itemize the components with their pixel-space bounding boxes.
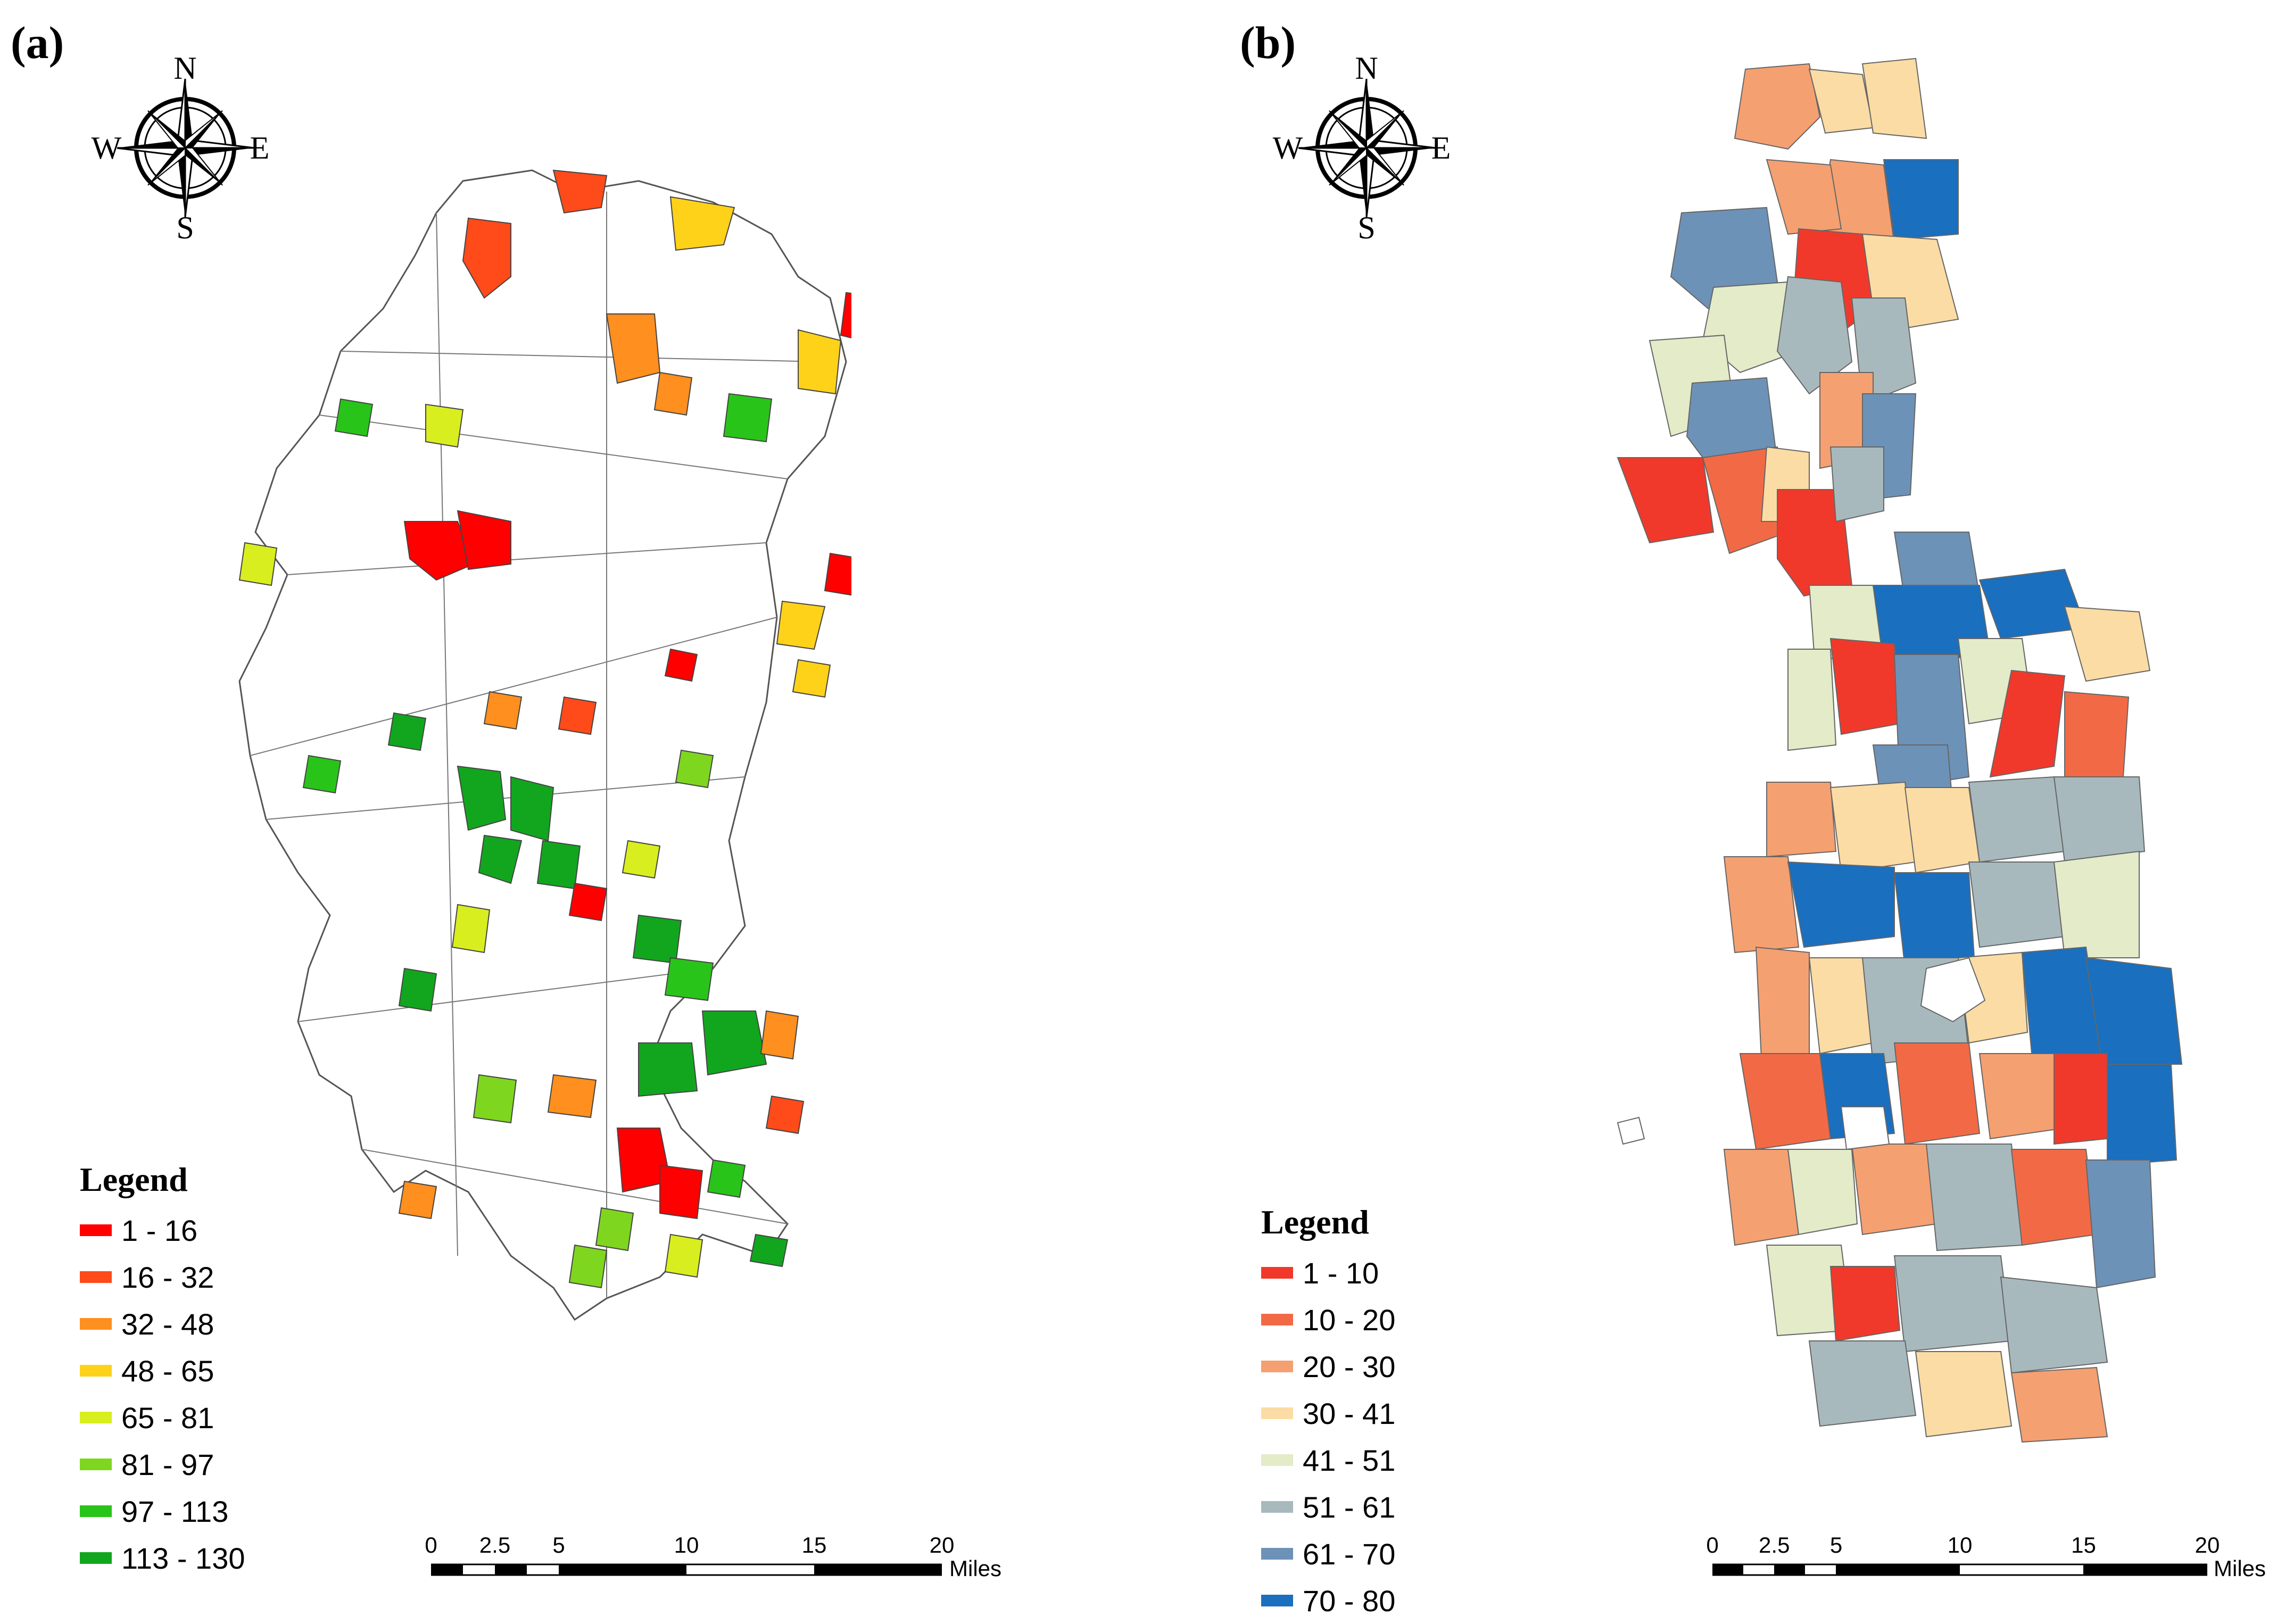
- legend-swatch: [80, 1459, 112, 1470]
- legend-item: 97 - 113: [80, 1488, 245, 1535]
- legend-item: 48 - 65: [80, 1347, 245, 1394]
- scale-tick-label: 0: [425, 1532, 437, 1557]
- legend-item: 113 - 130: [80, 1535, 245, 1581]
- map-a-outline: [238, 169, 847, 1321]
- scale-tick-label: 5: [552, 1532, 565, 1557]
- panel-a: (a) N: [0, 0, 1139, 1604]
- scale-tick-label: 2.5: [1759, 1532, 1790, 1557]
- legend-swatch: [1261, 1454, 1293, 1466]
- legend-swatch: [1261, 1361, 1293, 1372]
- scale-a-unit: Miles: [949, 1556, 1002, 1581]
- compass-south-label: S: [176, 210, 194, 245]
- legend-label: 32 - 48: [121, 1307, 214, 1341]
- compass-west-label: W: [91, 130, 122, 165]
- scale-b-ticks: 0 2.5 5 10 15 20: [1706, 1532, 2220, 1559]
- legend-label: 41 - 51: [1303, 1443, 1396, 1477]
- legend-swatch: [80, 1224, 112, 1236]
- legend-item: 30 - 41: [1261, 1390, 1395, 1437]
- panel-b: (b) N: [1139, 0, 2277, 1618]
- legend-label: 113 - 130: [121, 1541, 245, 1575]
- legend-label: 70 - 80: [1303, 1584, 1396, 1618]
- legend-b: Legend 1 - 10 10 - 20 20 - 30 30 - 41 41 - 5…: [1261, 1203, 1395, 1624]
- panel-a-label: (a): [11, 17, 64, 68]
- scale-tick-label: 10: [1947, 1532, 1973, 1557]
- scale-b-bar: [1712, 1563, 2207, 1576]
- legend-label: 51 - 61: [1303, 1490, 1396, 1524]
- scale-tick-label: 2.5: [479, 1532, 511, 1557]
- legend-label: 65 - 81: [121, 1401, 214, 1435]
- compass-north-label: N: [173, 51, 197, 86]
- compass-east-label: E: [1431, 130, 1451, 165]
- legend-label: 16 - 32: [121, 1260, 214, 1294]
- compass-east-label: E: [250, 130, 270, 165]
- scale-bar-b: 0 2.5 5 10 15 20 Miles: [1706, 1532, 2266, 1596]
- legend-swatch: [80, 1505, 112, 1517]
- map-b-regions: [1617, 57, 2183, 1443]
- scale-tick-label: 10: [674, 1532, 699, 1557]
- legend-a-items: 1 - 16 16 - 32 32 - 48 48 - 65 65 - 81 81 - 9…: [80, 1207, 245, 1581]
- legend-label: 97 - 113: [121, 1494, 229, 1528]
- legend-swatch: [1261, 1595, 1293, 1606]
- legend-b-title: Legend: [1261, 1203, 1369, 1241]
- scale-tick-label: 0: [1706, 1532, 1719, 1557]
- compass-south-label: S: [1357, 210, 1376, 245]
- legend-a-title: Legend: [80, 1161, 188, 1198]
- legend-item: 81 - 97: [80, 1441, 245, 1488]
- compass-rose-b: N S E W: [1273, 52, 1451, 244]
- legend-swatch: [1261, 1267, 1293, 1279]
- legend-item: 1 - 16: [80, 1207, 245, 1254]
- legend-item: 61 - 70: [1261, 1530, 1395, 1577]
- legend-label: 61 - 70: [1303, 1537, 1396, 1571]
- map-b: [1617, 57, 2183, 1443]
- legend-item: 10 - 20: [1261, 1296, 1395, 1343]
- legend-swatch: [80, 1365, 112, 1377]
- map-a: [238, 169, 851, 1321]
- legend-label: 10 - 20: [1303, 1303, 1396, 1337]
- map-a-regions: [238, 169, 851, 1289]
- legend-item: 70 - 80: [1261, 1577, 1395, 1624]
- legend-swatch: [1261, 1501, 1293, 1513]
- scale-a-ticks: 0 2.5 5 10 15 20: [425, 1532, 954, 1559]
- scale-tick-label: 15: [801, 1532, 827, 1557]
- legend-label: 81 - 97: [121, 1447, 214, 1481]
- legend-item: 16 - 32: [80, 1254, 245, 1300]
- legend-label: 30 - 41: [1303, 1396, 1396, 1430]
- scale-tick-label: 15: [2071, 1532, 2096, 1557]
- compass-icon: [1297, 78, 1436, 218]
- compass-north-label: N: [1355, 51, 1378, 86]
- legend-item: 20 - 30: [1261, 1343, 1395, 1390]
- legend-swatch: [80, 1271, 112, 1283]
- legend-label: 48 - 65: [121, 1354, 214, 1388]
- scale-b-unit: Miles: [2214, 1556, 2266, 1581]
- compass-rose-a: N S E W: [92, 52, 270, 244]
- legend-swatch: [1261, 1314, 1293, 1325]
- legend-swatch: [80, 1318, 112, 1330]
- legend-b-items: 1 - 10 10 - 20 20 - 30 30 - 41 41 - 51 51 - 6…: [1261, 1249, 1395, 1624]
- legend-swatch: [1261, 1407, 1293, 1419]
- legend-item: 41 - 51: [1261, 1437, 1395, 1484]
- compass-west-label: W: [1272, 130, 1303, 165]
- legend-label: 20 - 30: [1303, 1349, 1396, 1383]
- compass-icon: [115, 78, 255, 218]
- scale-bar-a: 0 2.5 5 10 15 20 Miles: [425, 1532, 1001, 1596]
- panel-b-label: (b): [1240, 17, 1296, 68]
- scale-tick-label: 20: [2195, 1532, 2220, 1557]
- map-a-subdivisions: [250, 192, 825, 1298]
- legend-a: Legend 1 - 16 16 - 32 32 - 48 48 - 65 65 - 8…: [80, 1160, 245, 1581]
- scale-tick-label: 5: [1829, 1532, 1843, 1557]
- legend-label: 1 - 16: [121, 1213, 198, 1247]
- legend-swatch: [80, 1412, 112, 1423]
- legend-swatch: [1261, 1548, 1293, 1560]
- scale-a-bar: [431, 1563, 942, 1576]
- legend-item: 51 - 61: [1261, 1484, 1395, 1530]
- legend-item: 65 - 81: [80, 1394, 245, 1441]
- legend-item: 32 - 48: [80, 1300, 245, 1347]
- legend-label: 1 - 10: [1303, 1256, 1379, 1290]
- legend-swatch: [80, 1552, 112, 1564]
- scale-tick-label: 20: [929, 1532, 955, 1557]
- legend-item: 1 - 10: [1261, 1249, 1395, 1296]
